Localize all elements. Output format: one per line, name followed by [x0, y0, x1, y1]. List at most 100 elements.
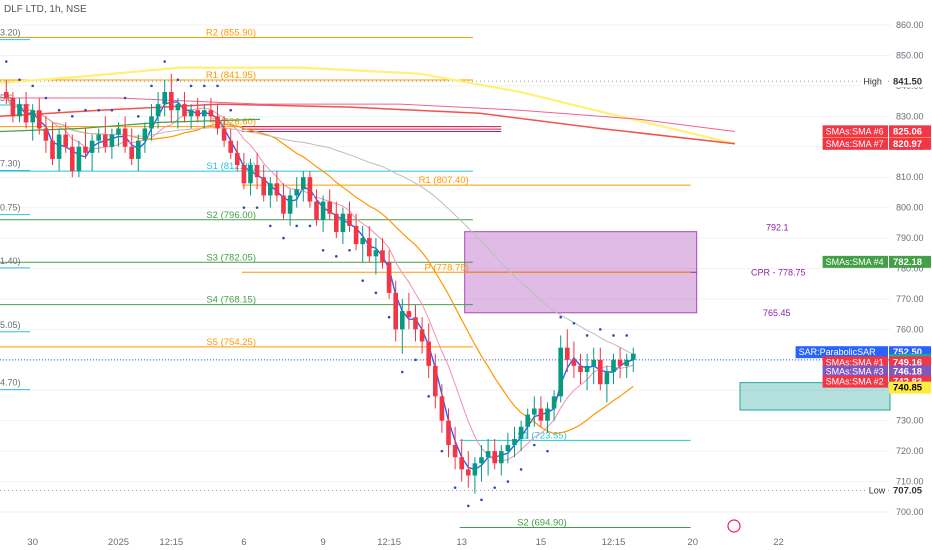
candle-body: [307, 177, 313, 202]
candle-body: [43, 128, 49, 141]
candle-body: [155, 104, 161, 117]
sar-dot: [585, 334, 589, 337]
candle-body: [591, 359, 597, 366]
candle-body: [248, 165, 253, 184]
sar-dot: [427, 395, 431, 398]
sar-dot: [163, 60, 166, 63]
candle-body: [221, 128, 227, 141]
candle-body: [512, 438, 517, 446]
price-tag-name-bg: [795, 346, 888, 359]
candle-body: [109, 134, 115, 147]
candle-body: [459, 457, 465, 470]
sar-dot: [229, 108, 232, 112]
sar-dot: [453, 486, 457, 489]
candle-body: [538, 408, 544, 421]
sma-5-line: [0, 66, 736, 145]
candle-body: [597, 359, 603, 385]
price-tag-value: 825.06: [893, 126, 922, 137]
price-tag-value-bg: [889, 137, 931, 150]
candle-body: [129, 146, 135, 159]
pivot-label: S2 (694.90): [517, 518, 567, 529]
sar-dot: [269, 224, 272, 228]
candle-body: [36, 110, 42, 129]
candle-body: [254, 165, 260, 178]
price-tag-value: 749.16: [893, 357, 922, 368]
candle-body: [228, 140, 234, 153]
candle-body: [142, 128, 148, 141]
candle-body: [630, 353, 636, 360]
price-tag-name-bg: [865, 484, 888, 497]
x-tick-label: 20: [687, 537, 698, 548]
price-tag-name: SMAs:SMA #7: [826, 139, 884, 149]
price-tag-name: SAR:ParabolicSAR: [799, 347, 877, 357]
sar-dot: [97, 108, 100, 112]
candle-body: [175, 104, 181, 111]
y-tick-label: 720.00: [896, 446, 924, 456]
candle-body: [465, 469, 471, 476]
candle-body: [531, 408, 537, 415]
sar-dot: [440, 449, 444, 453]
x-tick-label: 22: [773, 537, 784, 548]
sar-dot: [572, 321, 576, 325]
candle-body: [380, 250, 385, 263]
sar-dot: [176, 78, 180, 82]
sar-dot: [493, 486, 497, 489]
candle-body: [327, 201, 333, 214]
y-tick-label: 800.00: [896, 203, 924, 213]
candle-body: [274, 183, 280, 196]
left-label: 0.75): [0, 203, 21, 213]
sar-dot: [295, 224, 299, 228]
price-tag-value: 752.50: [893, 347, 922, 358]
sar-dot: [150, 84, 153, 88]
price-tag-name: SMAs:SMA #2: [826, 377, 884, 387]
price-tag-value: 746.18: [893, 366, 922, 377]
candle-body: [564, 347, 570, 360]
candle-body: [215, 116, 220, 129]
sar-dot: [612, 334, 615, 337]
left-label: 1.40): [0, 256, 21, 266]
candle-body: [399, 311, 405, 330]
y-tick-label: 860.00: [896, 20, 924, 30]
candle-body: [17, 104, 22, 117]
candle-body: [182, 104, 187, 117]
sma-6-line: [0, 97, 736, 133]
candle-body: [617, 359, 623, 366]
sar-dot: [84, 108, 87, 112]
cpr-bottom-label: 765.45: [763, 308, 791, 318]
sma-3-line: [5, 97, 634, 462]
candle-body: [366, 238, 372, 257]
candle-body: [624, 359, 630, 366]
candle-body: [69, 146, 75, 172]
pivot-label: S1 (812.00): [206, 161, 256, 172]
x-tick-label: 9: [320, 537, 325, 548]
candle-body: [56, 134, 62, 159]
candle-body: [83, 146, 88, 153]
sar-dot: [361, 279, 365, 282]
lightning-icon: [727, 519, 741, 533]
sar-dot: [189, 84, 193, 88]
candle-body: [135, 140, 141, 159]
price-tag-name-bg: [860, 75, 888, 88]
left-label: 5.05): [0, 320, 21, 330]
candle-body: [419, 329, 425, 342]
sma-green-line: [0, 118, 261, 133]
candle-body: [578, 365, 583, 372]
sar-dot: [308, 224, 312, 228]
price-tag-value: 740.85: [893, 383, 923, 394]
sar-dot: [519, 468, 523, 471]
price-tag-value-bg: [889, 255, 931, 268]
price-tag-value: 707.05: [893, 486, 923, 497]
candle-body: [314, 201, 319, 220]
cpr-top-label: 792.1: [766, 223, 789, 233]
sar-dot: [506, 480, 510, 483]
candle-body: [604, 371, 610, 385]
sar-dot: [387, 315, 391, 319]
pivot-label: S2 (796.00): [206, 210, 256, 221]
left-label: 7.30): [0, 158, 21, 168]
pivot-label: R2 (855.90): [206, 27, 256, 38]
candle-body: [281, 195, 286, 214]
candle-body: [320, 201, 326, 220]
candle-body: [426, 341, 432, 366]
